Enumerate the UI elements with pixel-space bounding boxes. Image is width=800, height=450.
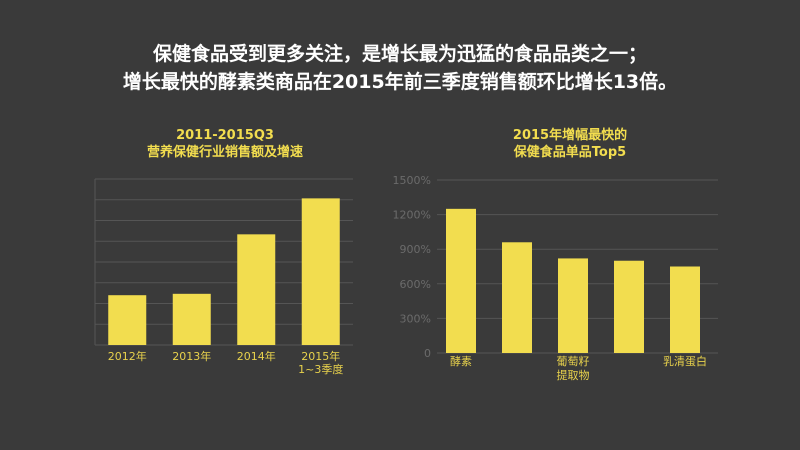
right-x-tick-label: 酵素 bbox=[450, 355, 472, 368]
right-y-tick-label: 1200% bbox=[393, 209, 431, 222]
left-bar bbox=[172, 293, 211, 345]
left-bar bbox=[301, 198, 340, 345]
right-y-tick-label: 600% bbox=[400, 278, 431, 291]
left-chart-title-line-2: 营养保健行业销售额及增速 bbox=[146, 145, 303, 160]
right-bar bbox=[502, 242, 532, 353]
headline-line-2: 增长最快的酵素类商品在2015年前三季度销售额环比增长13倍。 bbox=[122, 71, 678, 93]
headline-line-1: 保健食品受到更多关注，是增长最为迅猛的食品品类之一； bbox=[152, 43, 647, 65]
right-y-tick-label: 900% bbox=[400, 243, 431, 256]
right-chart-title-line-2: 保健食品单品Top5 bbox=[513, 145, 627, 160]
right-chart-title: 2015年增幅最快的 保健食品单品Top5 bbox=[440, 127, 700, 161]
right-bar bbox=[670, 266, 700, 353]
left-x-tick-label: 2014年 bbox=[237, 349, 276, 363]
left-x-tick-label: 1~3季度 bbox=[298, 362, 343, 376]
right-y-tick-label: 0 bbox=[424, 347, 431, 360]
left-x-tick-label: 2015年 bbox=[301, 349, 340, 363]
right-y-tick-label: 300% bbox=[400, 312, 431, 325]
right-y-tick-label: 1500% bbox=[393, 174, 431, 187]
right-bar bbox=[446, 208, 476, 353]
left-x-tick-label: 2012年 bbox=[108, 349, 147, 363]
left-x-tick-label: 2013年 bbox=[172, 349, 211, 363]
left-bar bbox=[237, 234, 276, 345]
right-bar bbox=[614, 260, 644, 353]
right-x-tick-label: 乳清蛋白 bbox=[663, 354, 707, 368]
left-chart-title-line-1: 2011-2015Q3 bbox=[176, 128, 274, 143]
right-x-tick-label: 提取物 bbox=[557, 368, 590, 382]
right-bar bbox=[558, 258, 588, 353]
headline: 保健食品受到更多关注，是增长最为迅猛的食品品类之一； 增长最快的酵素类商品在20… bbox=[0, 40, 800, 96]
right-chart-title-line-1: 2015年增幅最快的 bbox=[512, 128, 628, 143]
left-bar bbox=[108, 295, 147, 345]
right-x-tick-label: 葡萄籽 bbox=[557, 355, 590, 368]
left-chart-title: 2011-2015Q3 营养保健行业销售额及增速 bbox=[95, 127, 355, 161]
